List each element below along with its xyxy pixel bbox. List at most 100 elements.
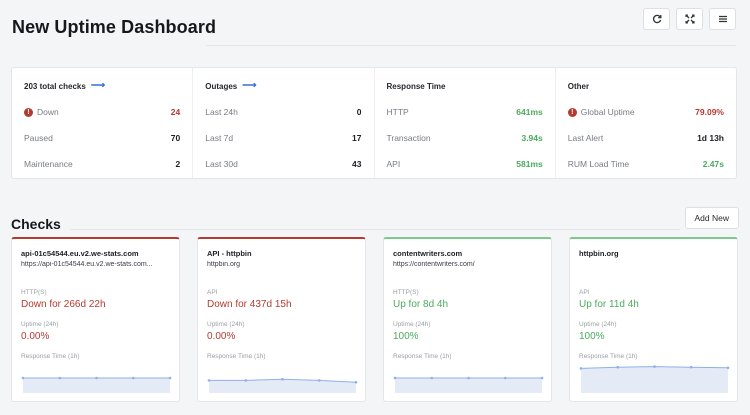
uptime-value: 100% (579, 331, 605, 342)
sparkline-point (244, 379, 248, 382)
row-value: 1d 13h (697, 133, 724, 143)
response-row: API 581ms (387, 151, 543, 177)
row-value: 3.94s (521, 133, 543, 143)
menu-icon (718, 15, 727, 23)
fullscreen-icon (684, 14, 695, 24)
row-label: Down (37, 107, 59, 117)
refresh-icon (652, 14, 661, 24)
alert-icon: ! (567, 107, 577, 117)
uptime-label: Uptime (24h) (207, 321, 245, 328)
sparkline-point (653, 365, 656, 368)
response-time-label: Response Time (1h) (207, 353, 266, 360)
sparkline-point (467, 376, 470, 380)
response-sparkline (21, 376, 172, 393)
other-label: Other (567, 81, 590, 91)
outages-summary: Outages ⟶ Last 24h 0 Last 7d 17 Last 30d… (193, 68, 375, 178)
row-label: Last 7d (205, 133, 234, 143)
outages-link[interactable]: Outages ⟶ (205, 81, 361, 91)
uptime-label: Uptime (24h) (393, 321, 431, 328)
response-sparkline (579, 365, 730, 393)
check-status: Up for 11d 4h (579, 299, 639, 310)
outages-row: Last 7d 17 (205, 125, 361, 151)
sparkline-area (395, 378, 542, 393)
response-time-label: Response Time (1h) (579, 353, 638, 360)
sparkline-area (23, 378, 170, 393)
down-count: 24 (170, 107, 181, 117)
menu-button[interactable] (709, 8, 736, 30)
check-type: API (207, 289, 218, 296)
check-card[interactable]: API - httpbin httpbin.org API Down for 43… (197, 237, 366, 402)
sparkline-point (430, 376, 434, 380)
row-label: RUM Load Time (567, 159, 630, 169)
sparkline-point (281, 377, 284, 381)
sparkline-point (393, 376, 397, 380)
arrow-right-icon: ⟶ (242, 80, 257, 91)
outages-row: Last 24h 0 (205, 99, 361, 125)
row-label: Last 30d (205, 159, 238, 169)
checks-divider (70, 229, 680, 230)
summary-panel: 203 total checks ⟶ ! Down 24 Paused 70 Ma… (11, 67, 737, 179)
sparkline-point (131, 376, 135, 380)
row-value: 43 (352, 159, 362, 169)
row-label: Last Alert (567, 133, 604, 143)
check-card[interactable]: httpbin.org API Up for 11d 4h Uptime (24h… (569, 237, 738, 402)
check-status: Down for 437d 15h (207, 299, 292, 310)
sparkline-point (616, 365, 620, 369)
row-label: API (386, 159, 401, 169)
row-value: 17 (352, 133, 362, 143)
uptime-label: Uptime (24h) (21, 321, 59, 328)
alert-icon: ! (24, 107, 33, 117)
check-type: API (579, 289, 590, 296)
sparkline-point (168, 376, 172, 380)
sparkline-point (354, 380, 358, 384)
summary-row-paused[interactable]: Paused 70 (24, 125, 180, 151)
row-label: Global Uptime (580, 107, 635, 117)
summary-row-down[interactable]: ! Down 24 (24, 99, 180, 125)
check-name: API - httpbin (207, 249, 252, 258)
row-label: Maintenance (24, 159, 73, 169)
row-label: Paused (24, 133, 53, 143)
sparkline-point (503, 376, 507, 380)
outages-label: Outages (205, 81, 238, 91)
sparkline-point (58, 376, 62, 380)
check-name: api-01c54544.eu.v2.we-stats.com (21, 249, 139, 258)
row-value: 641ms (516, 107, 543, 117)
check-name: contentwriters.com (393, 249, 463, 258)
summary-row-maintenance[interactable]: Maintenance 2 (24, 151, 180, 177)
check-card[interactable]: api-01c54544.eu.v2.we-stats.com https://… (11, 237, 180, 402)
response-row: HTTP 641ms (387, 99, 543, 125)
check-type: HTTP(S) (21, 289, 47, 296)
check-url: httpbin.org (207, 261, 241, 268)
sparkline-point (540, 376, 544, 380)
row-label: Last 24h (205, 107, 238, 117)
checks-summary: 203 total checks ⟶ ! Down 24 Paused 70 Ma… (12, 68, 194, 178)
total-checks-link[interactable]: 203 total checks ⟶ (24, 81, 180, 91)
other-row: RUM Load Time 2.47s (568, 151, 724, 177)
check-card[interactable]: contentwriters.com https://contentwriter… (383, 237, 552, 402)
sparkline-point (21, 376, 25, 380)
check-name: httpbin.org (579, 249, 619, 258)
sparkline-point (579, 367, 583, 370)
paused-count: 70 (170, 133, 181, 143)
refresh-button[interactable] (643, 8, 670, 30)
outages-row: Last 30d 43 (205, 151, 361, 177)
checks-heading: Checks (11, 216, 61, 232)
header-divider (206, 45, 736, 46)
sparkline-area (209, 379, 356, 393)
other-row: ! Global Uptime 79.09% (567, 99, 724, 125)
sparkline-point (95, 376, 98, 380)
response-time-label: Response Time (1h) (393, 353, 452, 360)
add-new-button[interactable]: Add New (684, 207, 739, 229)
check-status: Down for 266d 22h (21, 299, 106, 310)
row-value: 2.47s (702, 159, 724, 169)
sparkline-point (726, 366, 730, 370)
row-label: HTTP (386, 107, 409, 117)
fullscreen-button[interactable] (676, 8, 703, 30)
row-value: 79.09% (695, 107, 724, 117)
uptime-value: 100% (393, 331, 419, 342)
row-label: Transaction (386, 133, 431, 143)
response-time-summary: Response Time HTTP 641ms Transaction 3.9… (375, 68, 556, 178)
sparkline-point (317, 379, 321, 382)
check-url: https://api-01c54544.eu.v2.we-stats.com.… (21, 261, 153, 268)
check-url (579, 261, 728, 270)
